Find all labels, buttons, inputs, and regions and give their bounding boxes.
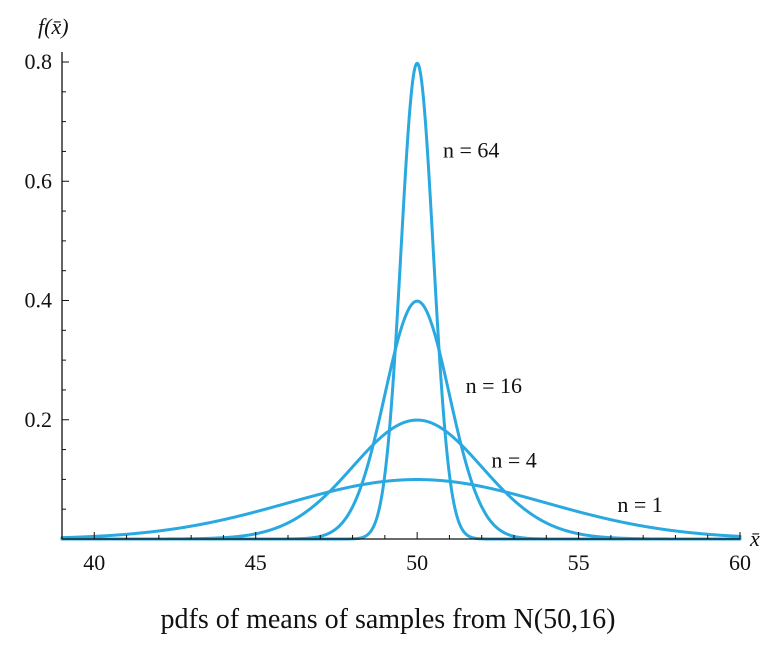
series-line-n1 — [60, 478, 742, 540]
x-axis-label: x̄ — [749, 526, 760, 551]
y-tick-label: 0.4 — [25, 288, 53, 313]
x-tick-label: 60 — [729, 550, 751, 575]
curves-group — [60, 61, 742, 541]
x-tick-label: 50 — [406, 550, 428, 575]
x-tick-label: 40 — [83, 550, 105, 575]
y-tick-label: 0.8 — [25, 49, 53, 74]
series-label-n64: n = 64 — [443, 137, 499, 162]
y-tick-label: 0.2 — [25, 407, 53, 432]
x-tick-label: 45 — [245, 550, 267, 575]
axes-group — [61, 52, 740, 540]
series-label-n16: n = 16 — [466, 373, 522, 398]
y-axis-label: f(x̄) — [38, 14, 69, 39]
y-tick-label: 0.6 — [25, 168, 53, 193]
x-tick-label: 55 — [568, 550, 590, 575]
ticks-group — [61, 61, 741, 539]
chart-title: pdfs of means of samples from N(50,16) — [160, 604, 616, 635]
series-label-n1: n = 1 — [617, 492, 662, 517]
labels-group: 40 45 50 55 60 0.2 0.4 0.6 0.8 f(x̄) x̄ n = 1 n = 4 n… — [25, 14, 761, 575]
chart-area: 40 45 50 55 60 0.2 0.4 0.6 0.8 f(x̄) x̄ n = 1 n = 4 n… — [25, 14, 761, 575]
series-label-n4: n = 4 — [491, 447, 536, 472]
series-line-n64 — [60, 61, 742, 541]
